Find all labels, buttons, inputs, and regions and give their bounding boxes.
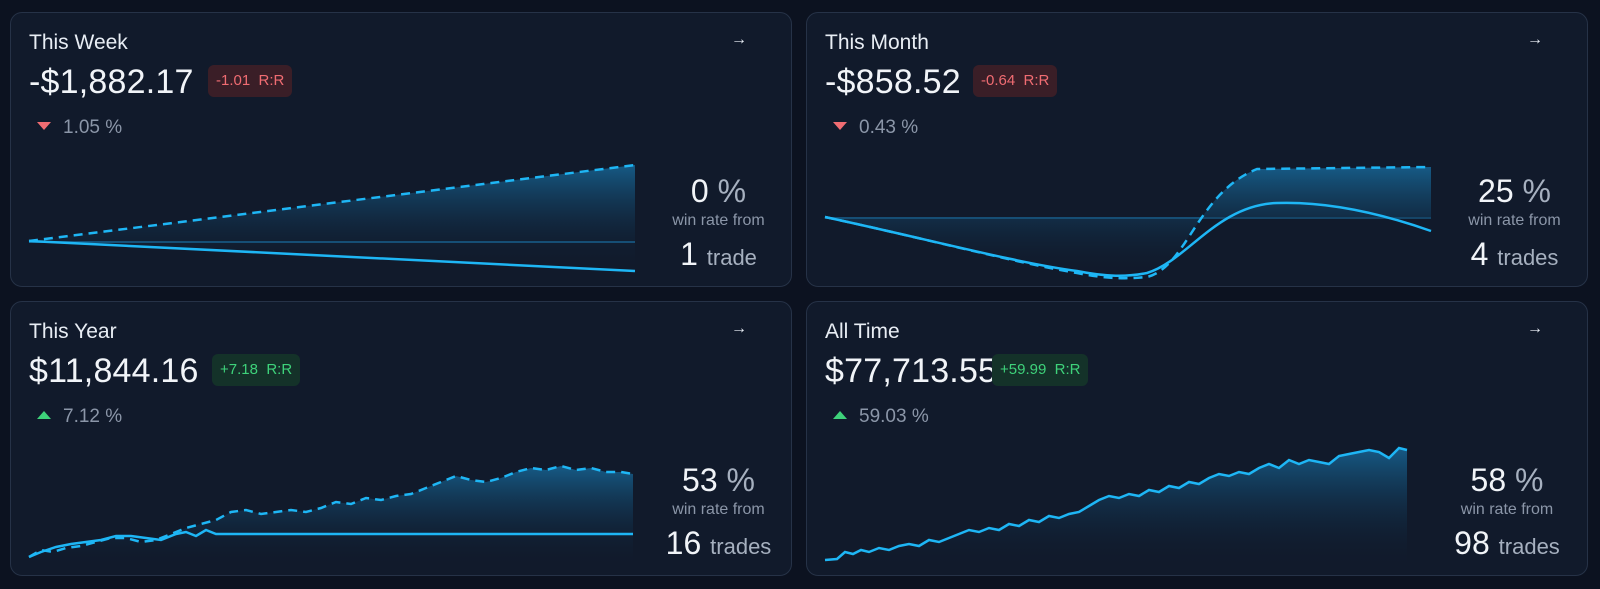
chart-area (825, 448, 1407, 567)
change-value: 59.03 (859, 406, 907, 427)
change-unit: % (901, 117, 919, 138)
trade-count-value: 4 (1470, 236, 1489, 272)
win-rate-value: 53 (682, 462, 718, 498)
change-value: 1.05 (63, 117, 100, 138)
card-all-time[interactable]: All Time → $77,713.55 +59.99 R:R 59.03 %… (806, 301, 1588, 576)
chart-baseline (825, 217, 1431, 219)
rr-label: R:R (258, 72, 285, 89)
change-percent: 59.03 % (833, 406, 929, 428)
win-rate-label: win rate from (672, 501, 765, 518)
change-unit: % (911, 406, 929, 427)
triangle-down-icon (833, 121, 847, 130)
chart-dashed-line (28, 464, 634, 559)
chart-dashed-line (824, 165, 1432, 280)
win-rate-unit: % (1522, 173, 1551, 209)
win-rate: 25 % (1442, 173, 1587, 210)
pnl-amount: $77,713.55 (825, 352, 998, 390)
win-stats: 25 % win rate from 4 trades (1442, 173, 1587, 273)
rr-label: R:R (266, 361, 293, 378)
win-rate-value: 58 (1470, 462, 1507, 498)
trade-unit: trade (706, 245, 757, 270)
trade-count: 98 trades (1427, 525, 1587, 562)
win-rate-unit: % (1515, 462, 1544, 498)
rr-badge: -1.01 R:R (208, 65, 293, 97)
arrow-right-icon[interactable]: → (1527, 31, 1543, 48)
trade-unit: trades (1497, 245, 1559, 270)
rr-badge: -0.64 R:R (973, 65, 1058, 97)
arrow-right-icon[interactable]: → (731, 31, 747, 48)
equity-chart (824, 165, 1432, 280)
chart-solid-line (824, 201, 1432, 278)
chart-area (825, 167, 1431, 279)
chart-solid-line (28, 528, 633, 559)
rr-value: +7.18 (220, 361, 258, 378)
trade-count-value: 1 (680, 236, 698, 272)
rr-label: R:R (1054, 361, 1081, 378)
win-stats: 58 % win rate from 98 trades (1427, 462, 1587, 562)
trade-count-value: 16 (665, 525, 702, 561)
equity-chart (824, 446, 1408, 567)
pnl-amount: -$1,882.17 (29, 63, 194, 101)
chart-solid-line (824, 446, 1408, 562)
win-rate: 58 % (1427, 462, 1587, 499)
trade-count: 1 trade (646, 236, 791, 273)
rr-label: R:R (1023, 72, 1050, 89)
win-rate: 0 % (646, 173, 791, 210)
change-unit: % (105, 117, 123, 138)
trade-unit: trades (1498, 534, 1560, 559)
win-rate-label: win rate from (672, 212, 765, 229)
card-title: All Time (825, 320, 900, 343)
rr-value: -1.01 (216, 72, 251, 89)
chart-solid-line (28, 239, 636, 273)
card-this-month[interactable]: This Month → -$858.52 -0.64 R:R 0.43 % 2… (806, 12, 1588, 287)
change-value: 7.12 (63, 406, 100, 427)
rr-badge: +59.99 R:R (992, 354, 1089, 386)
win-rate-label: win rate from (1460, 501, 1554, 518)
change-percent: 0.43 % (833, 117, 918, 139)
win-rate-unit: % (717, 173, 747, 209)
trade-unit: trades (710, 534, 772, 559)
chart-area (29, 165, 635, 271)
change-percent: 7.12 % (37, 406, 122, 428)
win-rate-value: 0 (690, 173, 709, 209)
win-rate-label: win rate from (1468, 212, 1561, 229)
triangle-down-icon (37, 121, 51, 130)
triangle-up-icon (37, 410, 51, 419)
win-stats: 53 % win rate from 16 trades (646, 462, 791, 562)
arrow-right-icon[interactable]: → (731, 320, 747, 337)
chart-dashed-line (28, 163, 636, 243)
trade-count: 16 trades (646, 525, 791, 562)
equity-chart (28, 464, 634, 567)
arrow-right-icon[interactable]: → (1527, 320, 1543, 337)
win-rate: 53 % (646, 462, 791, 499)
chart-area (29, 466, 633, 567)
change-unit: % (105, 406, 123, 427)
win-rate-unit: % (726, 462, 755, 498)
rr-value: -0.64 (981, 72, 1016, 89)
trade-count-value: 98 (1454, 525, 1490, 561)
card-this-year[interactable]: This Year → $11,844.16 +7.18 R:R 7.12 % … (10, 301, 792, 576)
change-value: 0.43 (859, 117, 896, 138)
win-stats: 0 % win rate from 1 trade (646, 173, 791, 273)
card-title: This Week (29, 31, 128, 54)
change-percent: 1.05 % (37, 117, 122, 139)
equity-chart (28, 163, 636, 273)
pnl-amount: $11,844.16 (29, 352, 199, 390)
triangle-up-icon (833, 410, 847, 419)
card-title: This Year (29, 320, 117, 343)
trade-count: 4 trades (1442, 236, 1587, 273)
pnl-amount: -$858.52 (825, 63, 961, 101)
chart-baseline (29, 241, 635, 243)
card-title: This Month (825, 31, 929, 54)
rr-badge: +7.18 R:R (212, 354, 301, 386)
win-rate-value: 25 (1478, 173, 1514, 209)
rr-value: +59.99 (1000, 361, 1047, 378)
card-this-week[interactable]: This Week → -$1,882.17 -1.01 R:R 1.05 % … (10, 12, 792, 287)
